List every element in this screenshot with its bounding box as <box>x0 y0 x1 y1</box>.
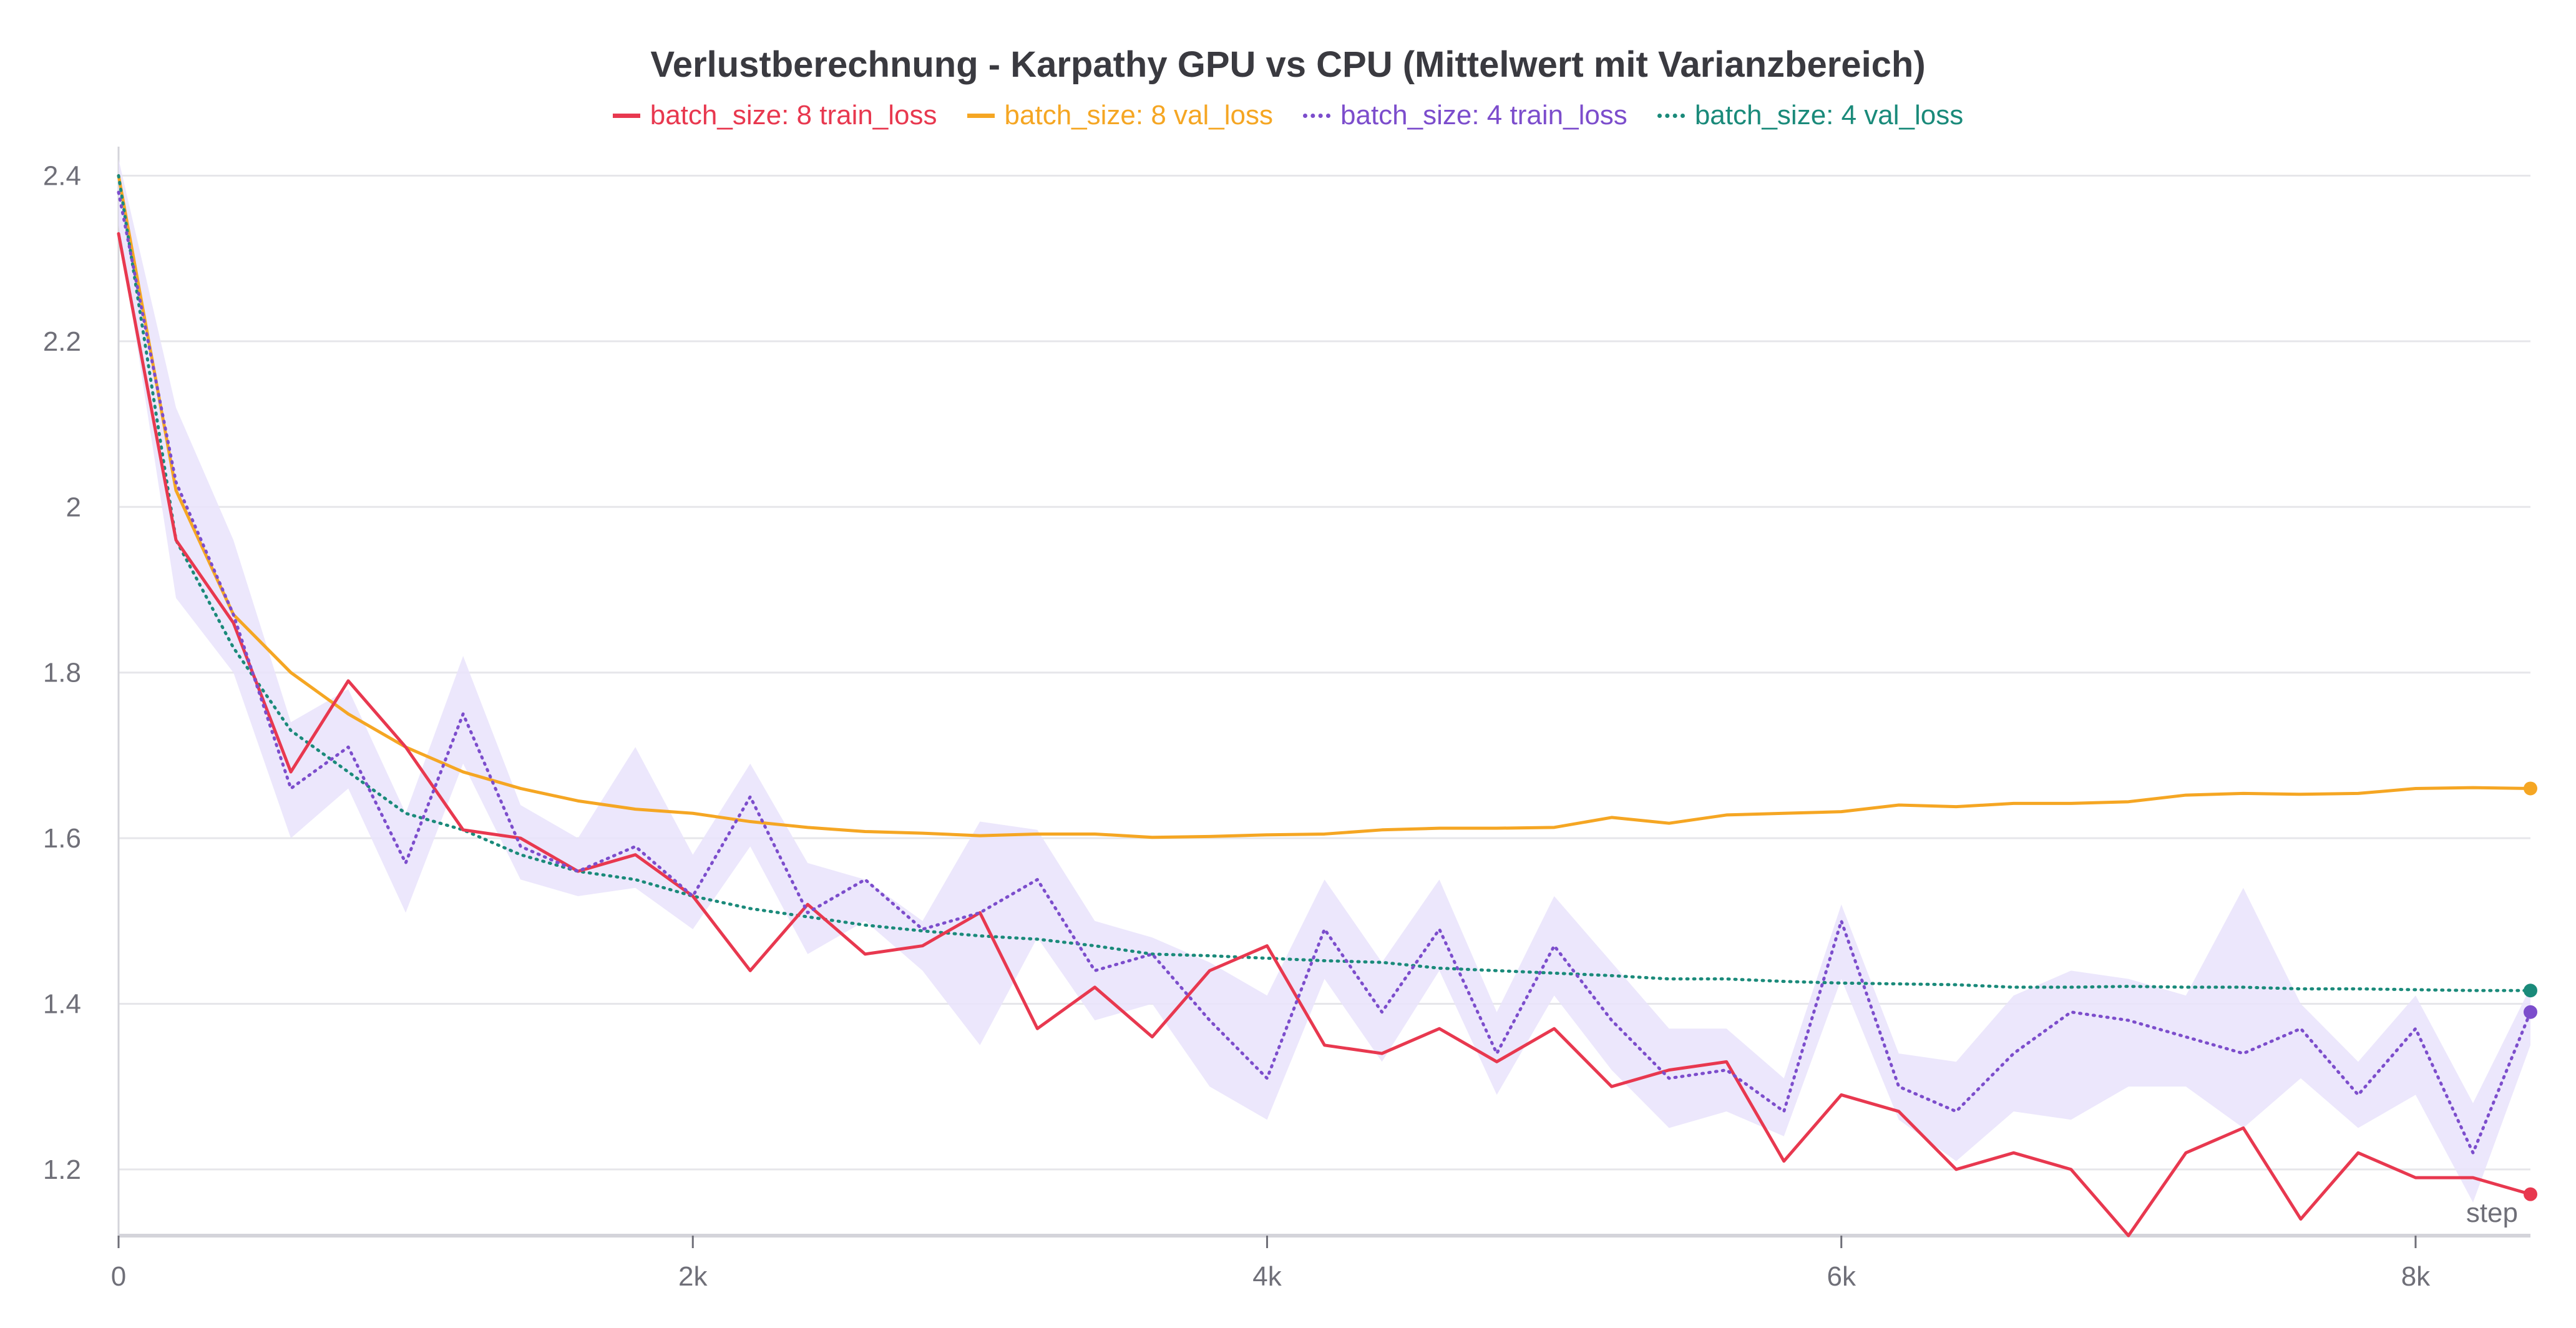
series-end-point <box>2524 1187 2537 1201</box>
series-line <box>117 174 2532 992</box>
legend-swatch <box>1657 113 1685 118</box>
legend-item[interactable]: batch_size: 4 train_loss <box>1303 100 1627 131</box>
x-axis-label: step <box>2466 1198 2518 1228</box>
y-tick-label: 1.8 <box>43 658 81 688</box>
x-tick-label: 6k <box>1827 1261 1856 1292</box>
x-tick-label: 0 <box>111 1261 126 1292</box>
legend-item[interactable]: batch_size: 4 val_loss <box>1657 100 1963 131</box>
legend-label: batch_size: 4 train_loss <box>1340 100 1627 130</box>
series-end-point <box>2524 1005 2537 1019</box>
x-tick-label: 4k <box>1252 1261 1282 1292</box>
y-tick-label: 2 <box>66 492 81 522</box>
y-tick-label: 2.2 <box>43 326 81 357</box>
x-tick-label: 2k <box>678 1261 708 1292</box>
x-tick-label: 8k <box>2401 1261 2431 1292</box>
y-tick-label: 1.4 <box>43 989 81 1019</box>
legend-label: batch_size: 4 val_loss <box>1694 100 1964 130</box>
y-tick-label: 1.2 <box>43 1155 81 1185</box>
legend-swatch <box>612 113 640 118</box>
series-line <box>117 190 2532 1155</box>
legend-swatch <box>1303 113 1330 118</box>
legend-swatch <box>967 113 995 118</box>
legend: batch_size: 8 train_loss batch_size: 8 va… <box>0 100 2576 131</box>
legend-label: batch_size: 8 val_loss <box>1004 100 1273 130</box>
series-end-point <box>2524 984 2537 998</box>
chart-title: Verlustberechnung - Karpathy GPU vs CPU … <box>650 44 1926 85</box>
legend-label: batch_size: 8 train_loss <box>650 100 937 130</box>
series-line <box>117 232 2532 1238</box>
series-line <box>117 174 2532 839</box>
legend-item[interactable]: batch_size: 8 val_loss <box>967 100 1273 131</box>
series-end-point <box>2524 781 2537 796</box>
legend-item[interactable]: batch_size: 8 train_loss <box>612 100 937 131</box>
y-tick-label: 2.4 <box>43 161 81 192</box>
y-tick-label: 1.6 <box>43 823 81 854</box>
